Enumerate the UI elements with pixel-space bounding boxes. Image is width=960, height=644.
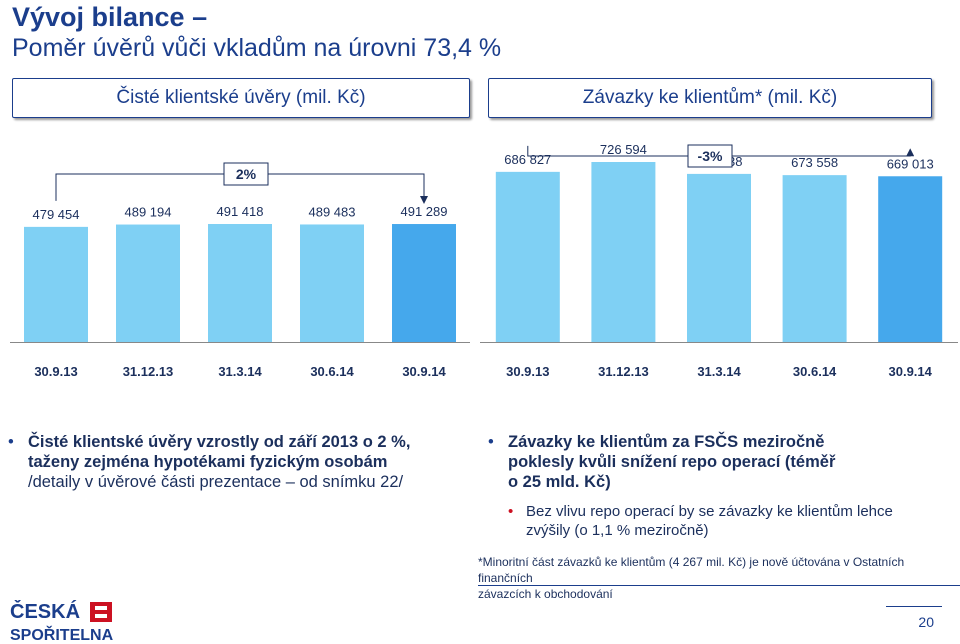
logo-line-1: ČESKÁ bbox=[10, 600, 80, 623]
page-number-divider bbox=[886, 606, 942, 607]
footnote-divider bbox=[478, 585, 960, 586]
change-label-box bbox=[223, 162, 269, 186]
ceska-sporitelna-logo: ČESKÁ SPOŘITELNA bbox=[10, 600, 114, 644]
page-number: 20 bbox=[918, 614, 934, 630]
bar-charts: 479 454 30.9.13 489 194 31.12.13 491 418 31.3… bbox=[10, 142, 958, 379]
bar-liabilities-2 bbox=[591, 162, 656, 342]
logo-emblem-icon bbox=[90, 602, 112, 622]
bar-loans-2 bbox=[116, 224, 180, 342]
category-label: 30.9.14 bbox=[402, 364, 446, 379]
value-label: 726 594 bbox=[600, 142, 647, 157]
right-bullet-line-3: o 25 mld. Kč) bbox=[508, 473, 611, 491]
value-label: 669 013 bbox=[887, 156, 934, 171]
change-label: 2% bbox=[236, 166, 257, 182]
category-label: 30.9.13 bbox=[506, 364, 549, 379]
category-label: 31.12.13 bbox=[598, 364, 649, 379]
left-bullet-line-3: /detaily v úvěrové části prezentace – od… bbox=[28, 473, 404, 491]
footnote-line-2: závazcích k obchodování bbox=[478, 587, 613, 601]
page-subtitle: Poměr úvěrů vůči vkladům na úrovni 73,4 … bbox=[12, 34, 502, 62]
category-label: 30.9.14 bbox=[889, 364, 933, 379]
logo-line-2: SPOŘITELNA bbox=[10, 625, 114, 644]
bar-liabilities-5 bbox=[878, 176, 943, 342]
value-label: 489 483 bbox=[309, 204, 356, 219]
left-bullet-block: • Čisté klientské úvěry vzrostly od září… bbox=[8, 432, 468, 492]
bar-liabilities-4 bbox=[782, 175, 847, 342]
right-chart-header: Závazky ke klientům* (mil. Kč) bbox=[488, 78, 932, 118]
left-chart-header: Čisté klientské úvěry (mil. Kč) bbox=[12, 78, 470, 118]
sub-bullet-line-2: zvýšily (o 1,1 % meziročně) bbox=[526, 522, 709, 539]
category-label: 31.3.14 bbox=[218, 364, 262, 379]
value-label: 489 194 bbox=[125, 205, 172, 220]
bullet-icon: • bbox=[488, 433, 494, 451]
page-title: Vývoj bilance – bbox=[12, 2, 208, 32]
category-label: 31.12.13 bbox=[123, 364, 174, 379]
category-label: 31.3.14 bbox=[697, 364, 741, 379]
bar-liabilities-3 bbox=[687, 173, 751, 342]
right-sub-bullet: • Bez vlivu repo operací by se závazky k… bbox=[508, 502, 948, 540]
sub-bullet-line-1: Bez vlivu repo operací by se závazky ke … bbox=[526, 503, 893, 520]
value-label: 673 558 bbox=[791, 155, 838, 170]
category-label: 30.6.14 bbox=[310, 364, 354, 379]
category-label: 30.9.13 bbox=[34, 364, 77, 379]
left-bullet-line-2: taženy zejména hypotékami fyzickým osobá… bbox=[28, 453, 388, 471]
change-label-box bbox=[687, 144, 733, 168]
left-bullet-line-1: Čisté klientské úvěry vzrostly od září 2… bbox=[28, 433, 411, 451]
value-label: 491 289 bbox=[401, 204, 448, 219]
category-label: 30.6.14 bbox=[793, 364, 837, 379]
right-bullet-line-1: Závazky ke klientům za FSČS meziročně bbox=[508, 433, 825, 451]
bar-liabilities-1 bbox=[495, 171, 560, 342]
change-label: -3% bbox=[698, 148, 723, 164]
footnote-line-1: *Minoritní část závazků ke klientům (4 2… bbox=[478, 555, 905, 585]
value-label: 491 418 bbox=[217, 204, 264, 219]
right-bullet-block: • Závazky ke klientům za FSČS meziročně … bbox=[488, 432, 948, 492]
left-bar-chart: 479 454 30.9.13 489 194 31.12.13 491 418 31.3… bbox=[10, 162, 470, 379]
bullet-icon: • bbox=[8, 433, 14, 451]
bar-loans-5 bbox=[392, 224, 456, 342]
right-bullet-line-2: poklesly kvůli snížení repo operací (tém… bbox=[508, 453, 836, 471]
value-label: 479 454 bbox=[33, 207, 80, 222]
bar-loans-3 bbox=[208, 224, 272, 342]
sub-bullet-icon: • bbox=[508, 503, 514, 520]
bar-loans-1 bbox=[24, 226, 88, 342]
bar-loans-4 bbox=[300, 224, 364, 342]
footnote: *Minoritní část závazků ke klientům (4 2… bbox=[478, 554, 958, 602]
